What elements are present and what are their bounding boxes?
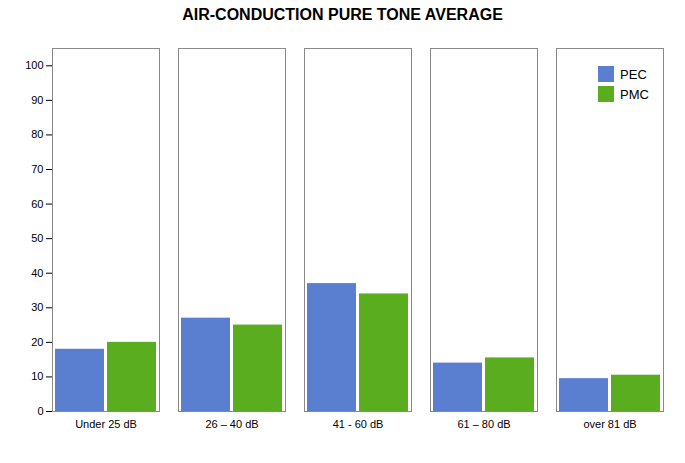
svg-text:80: 80 bbox=[31, 128, 43, 140]
svg-text:10: 10 bbox=[31, 370, 43, 382]
svg-text:50: 50 bbox=[31, 232, 43, 244]
svg-text:90: 90 bbox=[31, 94, 43, 106]
svg-text:20: 20 bbox=[31, 336, 43, 348]
svg-text:0: 0 bbox=[37, 405, 43, 417]
html-text:PMC: PMC bbox=[620, 86, 649, 102]
svg-text:Under 25 dB: Under 25 dB bbox=[75, 418, 137, 430]
svg-text:70: 70 bbox=[31, 163, 43, 175]
svg-text:100: 100 bbox=[25, 59, 43, 71]
html-text:PEC: PEC bbox=[620, 66, 647, 82]
svg-text:over 81 dB: over 81 dB bbox=[583, 418, 636, 430]
svg-text:60: 60 bbox=[31, 198, 43, 210]
svg-text:40: 40 bbox=[31, 267, 43, 279]
svg-text:30: 30 bbox=[31, 301, 43, 313]
html-text:AIR-CONDUCTION PURE TONE AVERA: AIR-CONDUCTION PURE TONE AVERAGE bbox=[182, 6, 503, 23]
svg-text:61 – 80 dB: 61 – 80 dB bbox=[457, 418, 510, 430]
svg-text:26 – 40 dB: 26 – 40 dB bbox=[205, 418, 258, 430]
svg-text:41 - 60 dB: 41 - 60 dB bbox=[333, 418, 384, 430]
